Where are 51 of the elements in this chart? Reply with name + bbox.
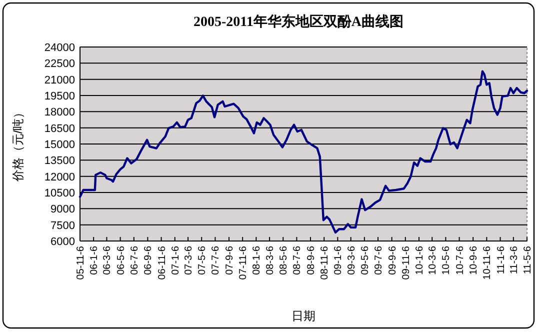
x-tick-label: 06-9-6 bbox=[143, 246, 154, 275]
x-tick-label: 08-7-6 bbox=[292, 246, 304, 275]
x-tick-label: 09-5-6 bbox=[360, 246, 371, 275]
x-tick-label: 09-7-6 bbox=[374, 246, 384, 275]
x-tick-label: 08-3-6 bbox=[265, 246, 276, 275]
x-tick-label: 07-1-6 bbox=[170, 246, 182, 275]
x-tick-label: 09-3-6 bbox=[346, 246, 358, 275]
y-tick-label: 16500 bbox=[44, 122, 75, 135]
y-tick-label: 13500 bbox=[44, 155, 75, 168]
x-tick-label: 10-11-6 bbox=[482, 246, 494, 280]
y-tick-label: 6000 bbox=[50, 236, 75, 248]
x-tick-label: 07-7-6 bbox=[210, 246, 222, 275]
x-tick-label: 10-9-6 bbox=[468, 246, 480, 275]
x-tick-label: 06-1-6 bbox=[89, 246, 100, 275]
x-tick-label: 07-11-6 bbox=[238, 246, 250, 280]
x-tick-label: 11-3-6 bbox=[508, 246, 520, 274]
x-tick-label: 09-9-6 bbox=[387, 246, 398, 275]
y-tick-label: 10500 bbox=[44, 188, 75, 200]
x-tick-label: 06-7-6 bbox=[129, 246, 140, 275]
x-tick-label: 11-5-6 bbox=[522, 246, 534, 274]
x-tick-label: 08-9-6 bbox=[306, 246, 318, 275]
x-tick-label: 11-1-6 bbox=[496, 246, 507, 274]
line-series bbox=[78, 70, 528, 234]
x-tick-label: 08-11-6 bbox=[320, 246, 331, 280]
y-tick-label: 18000 bbox=[44, 106, 75, 119]
y-axis-title: 价格（元/吨） bbox=[11, 106, 25, 183]
y-tick-label: 21000 bbox=[44, 74, 75, 86]
x-tick-label: 09-1-6 bbox=[333, 246, 344, 275]
y-tick-label: 12000 bbox=[44, 171, 75, 184]
y-tick-label: 19500 bbox=[44, 90, 75, 102]
x-tick-label: 07-3-6 bbox=[184, 246, 195, 275]
x-tick-label: 08-5-6 bbox=[278, 246, 290, 275]
x-tick-label: 10-3-6 bbox=[428, 246, 439, 275]
x-tick-label: 06-11-6 bbox=[156, 246, 168, 280]
x-axis-title: 日期 bbox=[292, 309, 316, 323]
x-tick-label: 05-11-6 bbox=[76, 246, 86, 280]
chart-title: 2005-2011年华东地区双酚A曲线图 bbox=[194, 13, 404, 30]
x-tick-label: 10-5-6 bbox=[441, 246, 452, 275]
x-tick-label: 06-3-6 bbox=[102, 246, 114, 275]
x-tick-label: 06-5-6 bbox=[116, 246, 127, 275]
x-tick-label: 10-7-6 bbox=[454, 246, 466, 275]
y-tick-label: 9000 bbox=[50, 204, 75, 216]
x-tick-label: 10-1-6 bbox=[414, 246, 426, 275]
x-tick-label: 09-11-6 bbox=[400, 246, 412, 280]
y-tick-label: 22500 bbox=[44, 58, 75, 70]
y-tick-label: 24000 bbox=[44, 42, 75, 54]
y-tick-label: 7500 bbox=[50, 220, 75, 232]
x-tick-label: 07-9-6 bbox=[224, 246, 236, 275]
x-tick-label: 08-1-6 bbox=[252, 246, 263, 275]
y-tick-label: 15000 bbox=[44, 139, 75, 151]
x-tick-label: 07-5-6 bbox=[197, 246, 208, 275]
